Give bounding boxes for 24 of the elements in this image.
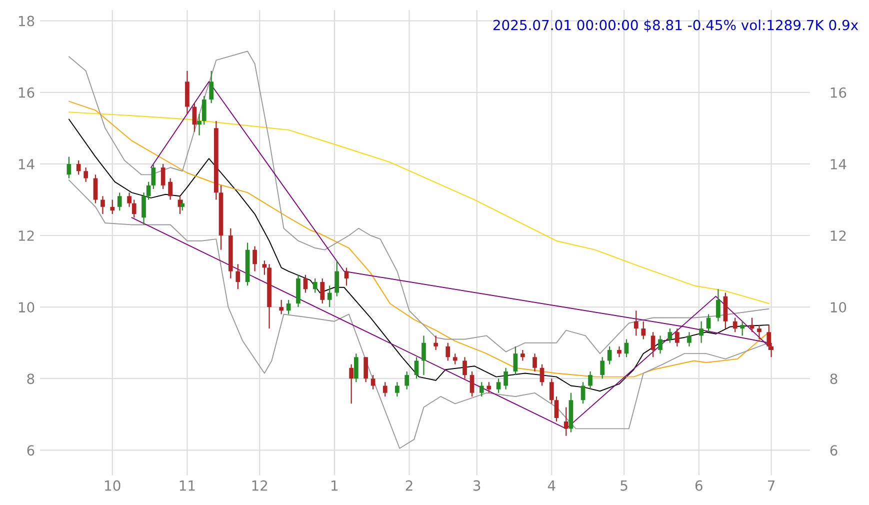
x-tick-label: 4 xyxy=(548,480,556,491)
y-tick-label: 16 xyxy=(18,87,34,98)
x-tick-label: 11 xyxy=(180,480,195,491)
y2-tick-label: 8 xyxy=(830,374,838,384)
y2-tick-label: 14 xyxy=(830,159,846,170)
text: 2025.07.01 00:00:00 $8.81 -0.45% vol:1289.7K 0.9x xyxy=(493,20,858,32)
y-tick-label: 14 xyxy=(18,159,34,170)
y-tick-label: 6 xyxy=(27,445,34,456)
x-tick-label: 10 xyxy=(105,480,120,491)
x-tick-label: 5 xyxy=(620,480,628,491)
x-tick-label: 12 xyxy=(252,480,268,491)
y-tick-label: 8 xyxy=(27,374,34,384)
y2-tick-label: 10 xyxy=(830,302,846,313)
y2-tick-label: 6 xyxy=(830,445,838,456)
y-tick-label: 10 xyxy=(18,302,34,313)
y2-tick-label: 16 xyxy=(830,87,846,98)
y-tick-label: 12 xyxy=(18,230,34,241)
y-tick-label: 18 xyxy=(18,16,34,26)
x-tick-label: 7 xyxy=(768,480,775,491)
x-tick-label: 2 xyxy=(406,480,412,491)
x-tick-label: 3 xyxy=(473,480,480,491)
x-tick-label: 1 xyxy=(332,480,338,491)
y2-tick-label: 12 xyxy=(830,230,846,241)
x-tick-label: 6 xyxy=(695,480,702,491)
